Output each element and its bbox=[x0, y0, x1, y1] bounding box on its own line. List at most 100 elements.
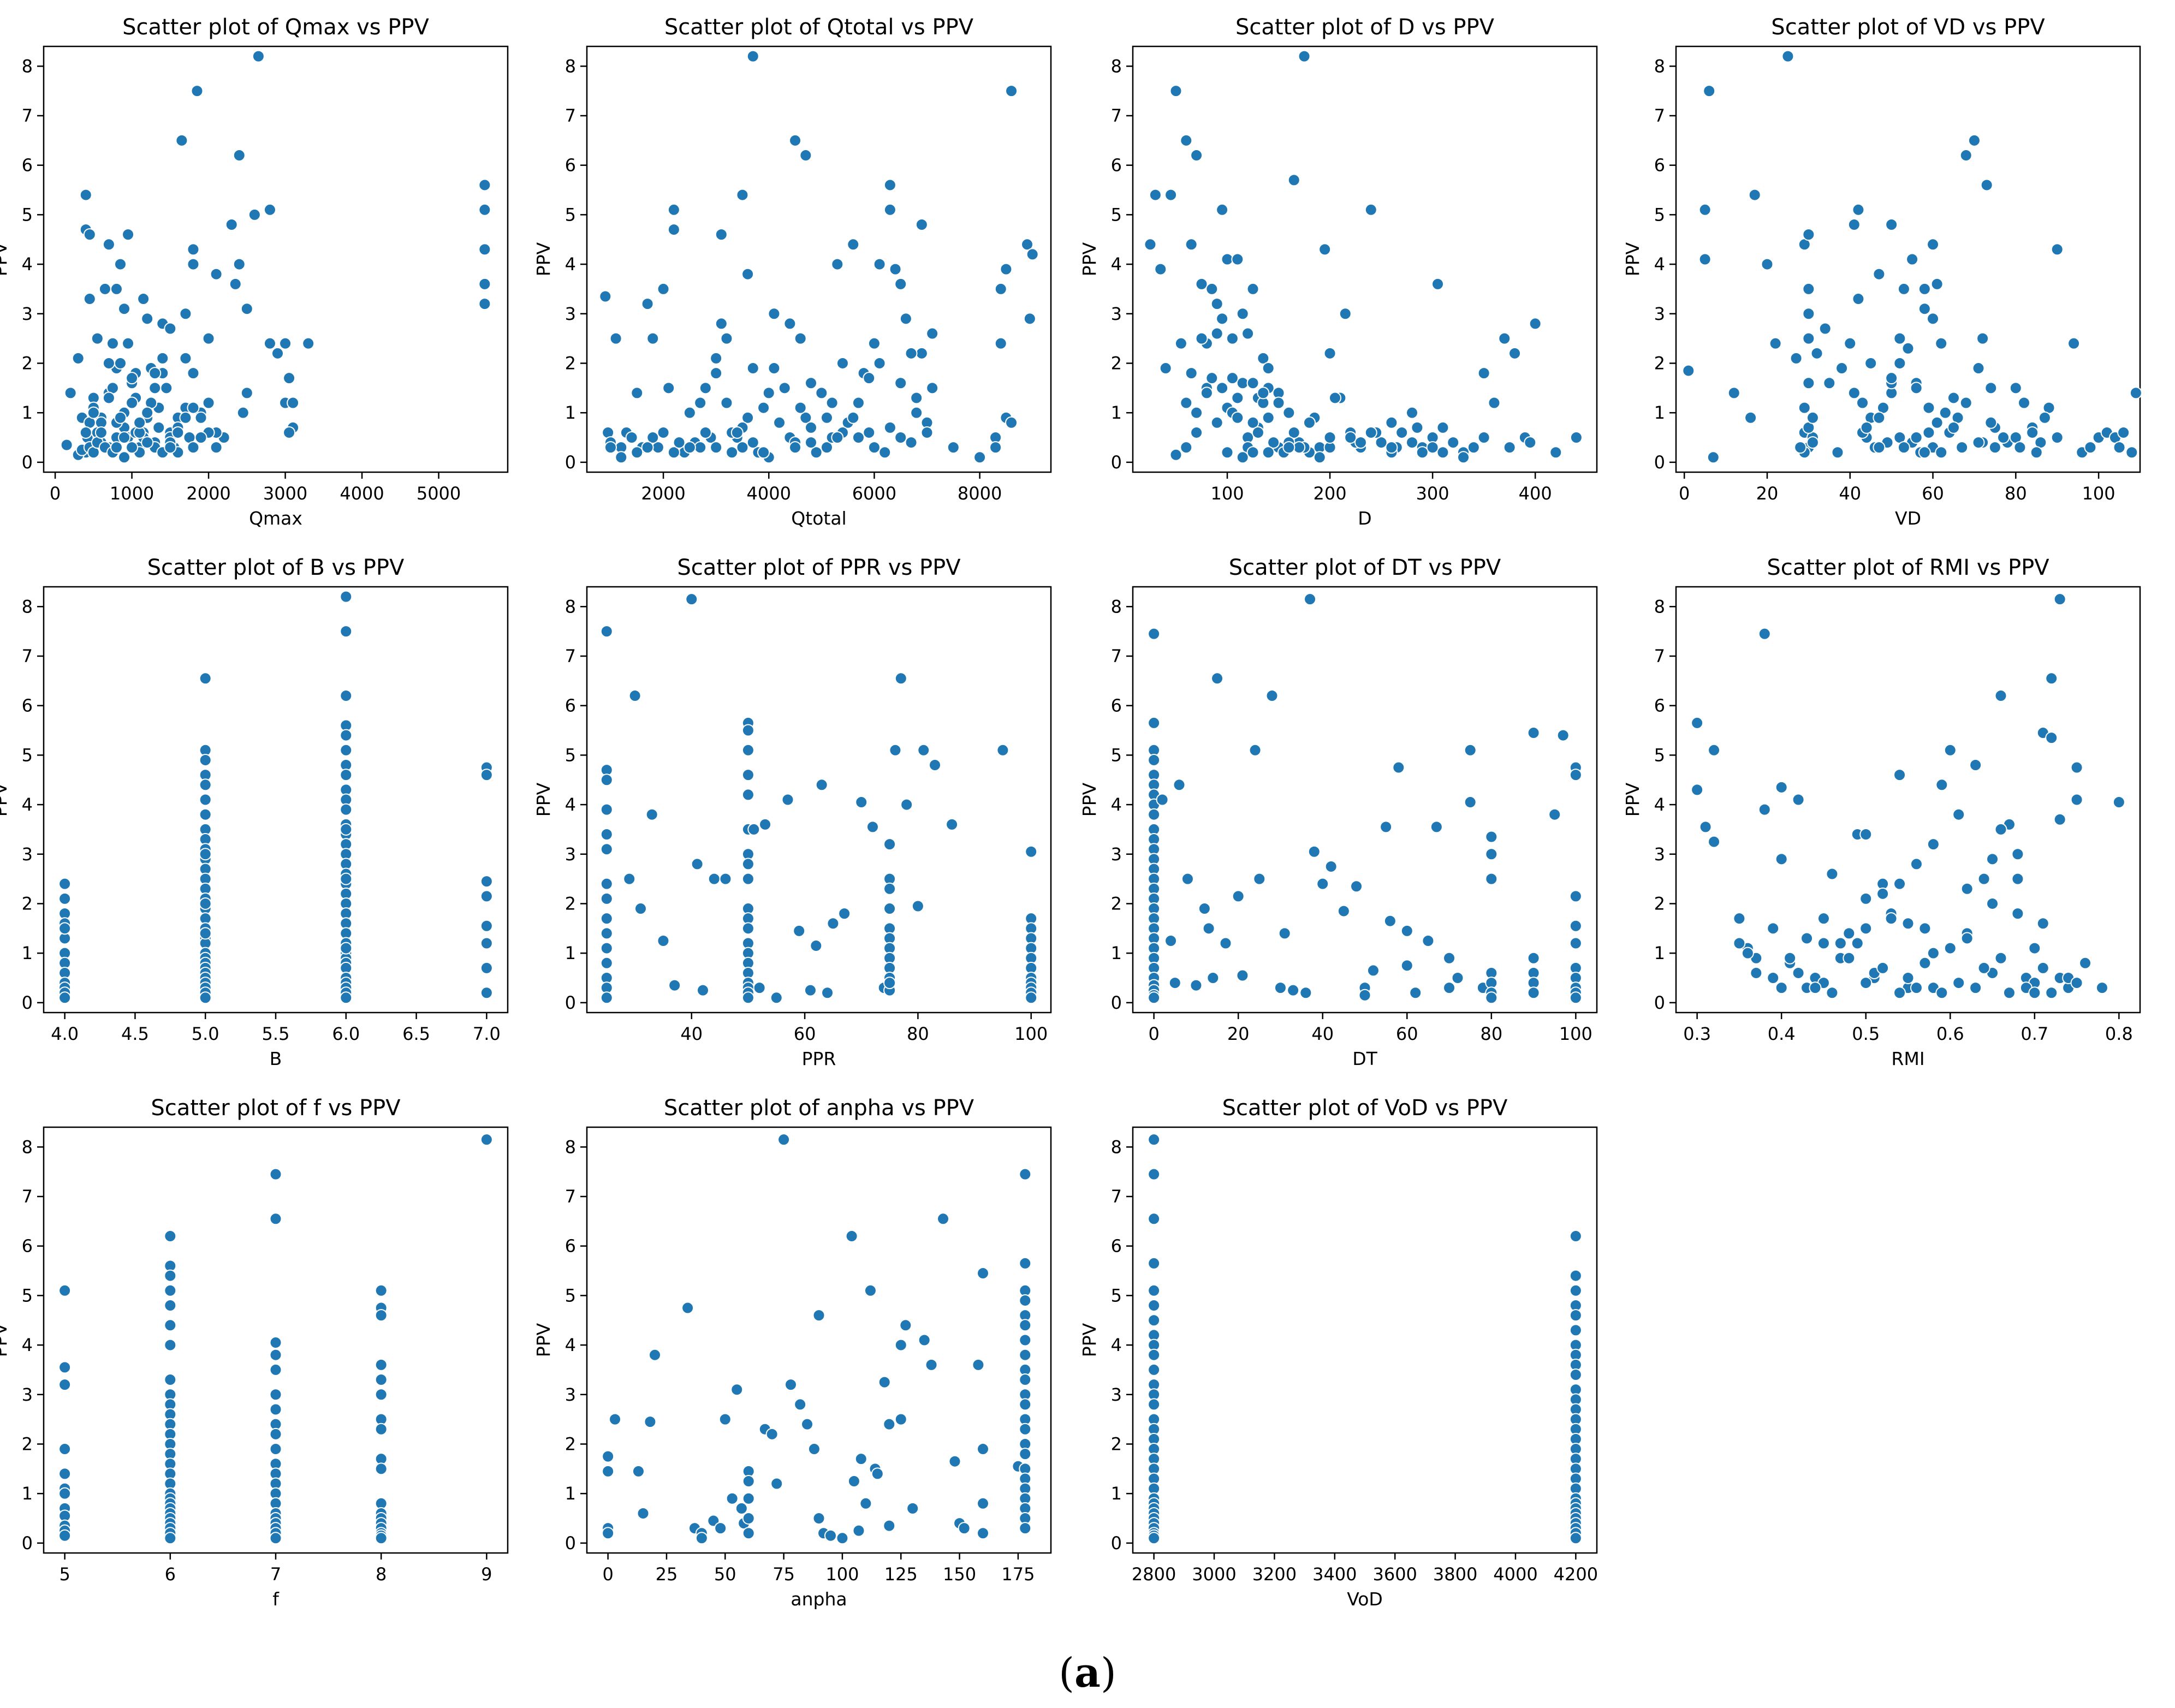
data-point bbox=[847, 238, 860, 251]
y-axis-label: PPV bbox=[533, 1323, 554, 1357]
x-tick-label: 3600 bbox=[1372, 1564, 1417, 1585]
data-point bbox=[171, 426, 185, 439]
data-point bbox=[715, 317, 728, 330]
data-point bbox=[2036, 961, 2049, 974]
y-tick-label: 7 bbox=[1654, 105, 1665, 126]
data-point bbox=[878, 446, 892, 459]
x-tick-label: 0 bbox=[602, 1564, 613, 1585]
data-point bbox=[883, 838, 896, 851]
data-point bbox=[480, 919, 493, 932]
data-point bbox=[730, 1383, 744, 1396]
data-point bbox=[2045, 672, 2058, 685]
y-tick-label: 6 bbox=[1111, 155, 1122, 176]
data-point bbox=[240, 302, 253, 316]
data-point bbox=[1758, 803, 1771, 816]
data-point bbox=[1698, 203, 1712, 216]
data-point bbox=[1876, 887, 1889, 900]
data-point bbox=[2051, 431, 2064, 444]
data-point bbox=[1893, 769, 1906, 782]
data-point bbox=[741, 724, 754, 737]
data-point bbox=[1339, 307, 1352, 320]
data-point bbox=[187, 243, 200, 256]
data-point bbox=[2018, 396, 2030, 409]
x-tick-label: 5000 bbox=[417, 483, 461, 504]
data-point bbox=[263, 337, 276, 350]
data-point bbox=[1503, 441, 1516, 454]
data-point bbox=[269, 1363, 282, 1376]
y-axis-label: PPV bbox=[0, 242, 11, 276]
data-point bbox=[1236, 307, 1249, 320]
data-point bbox=[631, 446, 644, 459]
data-point bbox=[867, 337, 881, 350]
y-tick-label: 3 bbox=[1654, 303, 1665, 324]
data-point bbox=[375, 1309, 388, 1322]
data-point bbox=[673, 436, 686, 449]
data-point bbox=[859, 1497, 872, 1510]
data-point bbox=[1231, 391, 1244, 404]
x-tick-label: 1000 bbox=[110, 483, 154, 504]
data-point bbox=[815, 778, 828, 791]
data-point bbox=[141, 436, 154, 449]
data-point bbox=[269, 1388, 282, 1401]
data-point bbox=[175, 134, 188, 147]
data-point bbox=[710, 352, 723, 365]
x-tick-label: 25 bbox=[656, 1564, 678, 1585]
scatter-panel-2: Scatter plot of Qtotal vs PPV 2000 4000 600… bbox=[533, 15, 1052, 529]
data-point bbox=[821, 986, 834, 999]
data-point bbox=[768, 362, 781, 375]
data-point bbox=[1226, 332, 1239, 345]
x-axis-label: anpha bbox=[791, 1588, 847, 1610]
data-point bbox=[1569, 937, 1582, 950]
data-point bbox=[375, 1284, 388, 1297]
data-point bbox=[634, 902, 647, 915]
data-point bbox=[1708, 743, 1721, 757]
data-point bbox=[164, 1319, 177, 1332]
data-point bbox=[1210, 297, 1223, 311]
data-point bbox=[1025, 845, 1038, 858]
data-point bbox=[102, 356, 115, 370]
data-point bbox=[889, 743, 902, 757]
y-tick-label: 5 bbox=[1111, 745, 1122, 765]
y-tick-label: 3 bbox=[565, 844, 576, 865]
data-point bbox=[1210, 416, 1223, 429]
data-point bbox=[1148, 1212, 1161, 1225]
data-point bbox=[2030, 446, 2043, 459]
data-point bbox=[719, 872, 732, 885]
data-point bbox=[1180, 441, 1193, 454]
data-point bbox=[911, 900, 924, 913]
data-point bbox=[994, 282, 1007, 295]
data-point bbox=[864, 1284, 877, 1297]
data-point bbox=[58, 922, 72, 935]
data-point bbox=[2045, 731, 2058, 745]
data-point bbox=[1910, 981, 1923, 995]
data-point bbox=[283, 372, 296, 385]
data-point bbox=[757, 401, 770, 414]
data-point bbox=[1885, 912, 1898, 925]
data-point bbox=[644, 1415, 657, 1429]
data-point bbox=[1246, 282, 1259, 295]
y-axis-label: PPV bbox=[1079, 242, 1100, 276]
data-point bbox=[917, 743, 930, 757]
data-point bbox=[110, 282, 123, 295]
plot-frame bbox=[586, 586, 1052, 1014]
y-tick-label: 6 bbox=[22, 1236, 33, 1257]
data-point bbox=[1986, 897, 1999, 910]
data-point bbox=[1019, 1319, 1032, 1332]
data-point bbox=[122, 228, 135, 241]
data-point bbox=[1802, 307, 1815, 320]
data-point bbox=[1910, 858, 1923, 871]
data-point bbox=[164, 1269, 177, 1282]
data-point bbox=[695, 1532, 708, 1545]
data-point bbox=[741, 788, 754, 801]
x-tick-label: 5.0 bbox=[192, 1023, 219, 1044]
data-point bbox=[141, 406, 154, 419]
data-point bbox=[615, 451, 628, 464]
y-tick-label: 2 bbox=[565, 353, 576, 373]
data-point bbox=[632, 1465, 645, 1478]
y-tick-label: 4 bbox=[1654, 254, 1665, 275]
data-point bbox=[757, 446, 770, 459]
data-point bbox=[91, 332, 104, 345]
data-point bbox=[894, 672, 907, 685]
data-point bbox=[58, 1378, 72, 1391]
data-point bbox=[133, 416, 146, 429]
